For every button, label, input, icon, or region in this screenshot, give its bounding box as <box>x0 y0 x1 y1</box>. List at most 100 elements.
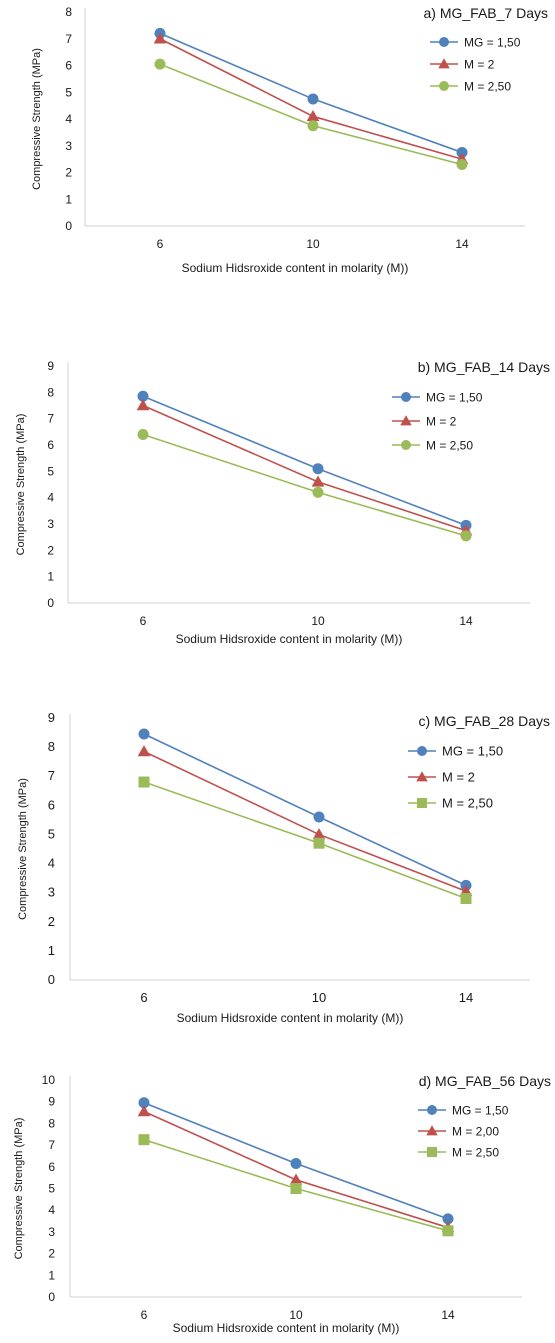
y-tick-label: 1 <box>47 570 54 584</box>
y-tick-label: 1 <box>65 192 72 206</box>
legend-label: M = 2,50 <box>442 796 493 811</box>
y-tick-label: 0 <box>48 972 55 987</box>
legend-entry: MG = 1,50 <box>392 391 483 405</box>
legend-label: M = 2,00 <box>452 1125 499 1139</box>
data-point <box>136 399 150 411</box>
y-axis-label: Compressive Strength (MPa) <box>31 48 43 190</box>
x-tick-label: 10 <box>312 990 326 1005</box>
data-point <box>307 93 319 105</box>
x-tick-label: 10 <box>306 237 320 251</box>
y-tick-label: 2 <box>48 1247 55 1261</box>
data-point <box>154 58 166 70</box>
legend-label: M = 2,50 <box>464 80 511 94</box>
legend-entry: M = 2,50 <box>430 80 511 94</box>
data-point <box>290 1158 302 1170</box>
y-tick-label: 5 <box>65 85 72 99</box>
y-tick-label: 5 <box>47 464 54 478</box>
data-point <box>460 892 472 904</box>
legend-entry: M = 2,50 <box>392 439 473 453</box>
x-axis-label: Sodium Hidsroxide content in molarity (M… <box>177 1011 404 1025</box>
series-2 <box>137 428 472 542</box>
y-tick-label: 7 <box>48 768 55 783</box>
x-tick-label: 14 <box>459 990 473 1005</box>
y-tick-label: 0 <box>65 219 72 233</box>
series-line <box>143 1110 449 1229</box>
legend-label: M = 2 <box>442 770 475 785</box>
data-point <box>137 428 149 440</box>
chart-svg: 0 1 2 3 4 5 6 7 8 9 10 6 10 14 Compressive Strength (M… <box>13 1073 551 1335</box>
y-tick-label: 9 <box>48 1095 55 1109</box>
data-point <box>456 146 468 158</box>
x-tick-label: 14 <box>459 614 473 628</box>
legend-label: MG = 1,50 <box>426 391 483 405</box>
y-tick-label: 8 <box>47 385 54 399</box>
y-tick-label: 8 <box>48 739 55 754</box>
legend-label: M = 2,50 <box>426 439 473 453</box>
data-point <box>289 1173 303 1185</box>
legend-marker <box>417 798 427 808</box>
data-point <box>138 776 150 788</box>
y-tick-label: 2 <box>47 543 54 557</box>
y-axis-label: Compressive Strength (MPa) <box>17 778 29 920</box>
chart-title: d) MG_FAB_56 Days <box>419 1073 551 1089</box>
legend-label: MG = 1,50 <box>442 744 503 759</box>
y-tick-label: 4 <box>47 491 54 505</box>
data-point <box>460 530 472 542</box>
y-tick-label: 8 <box>48 1116 55 1130</box>
series-0 <box>154 27 468 158</box>
y-tick-label: 10 <box>42 1073 56 1087</box>
data-point <box>442 1213 454 1225</box>
data-point <box>307 120 319 132</box>
legend-label: MG = 1,50 <box>464 36 521 50</box>
data-point <box>456 158 468 170</box>
x-tick-label: 6 <box>157 237 164 251</box>
y-tick-label: 0 <box>48 1290 55 1304</box>
series-line <box>143 733 467 887</box>
y-tick-label: 7 <box>48 1138 55 1152</box>
chart-panel-b: 0 1 2 3 4 5 6 7 8 9 6 10 14 Compressive Strength (MPa… <box>0 350 555 660</box>
y-tick-label: 7 <box>47 412 54 426</box>
chart-panel-c: 0 1 2 3 4 5 6 7 8 9 6 10 14 Compressive Strength (MPa… <box>0 700 555 1040</box>
legend-marker <box>439 37 449 47</box>
legend-entry: M = 2 <box>392 415 457 429</box>
data-point <box>137 745 151 757</box>
legend-marker <box>438 58 450 69</box>
y-tick-label: 3 <box>65 139 72 153</box>
data-point <box>137 1105 151 1117</box>
y-axis-label: Compressive Strength (MPa) <box>13 1118 25 1260</box>
y-tick-label: 4 <box>48 856 55 871</box>
legend-marker <box>427 1147 437 1157</box>
data-point <box>442 1225 454 1237</box>
x-axis-label: Sodium Hidsroxide content in molarity (M… <box>173 1321 400 1335</box>
y-tick-label: 6 <box>65 59 72 73</box>
legend-entry: MG = 1,50 <box>418 1104 509 1118</box>
series-2 <box>138 1134 454 1237</box>
data-point <box>312 463 324 475</box>
y-tick-label: 1 <box>48 943 55 958</box>
x-tick-label: 10 <box>289 1308 303 1322</box>
chart-svg: 0 1 2 3 4 5 6 7 8 6 10 14 Compressive Strength (MPa)… <box>31 5 548 275</box>
legend-entry: M = 2,00 <box>418 1125 499 1139</box>
x-tick-label: 6 <box>141 1308 148 1322</box>
y-tick-label: 8 <box>65 5 72 19</box>
series-0 <box>138 728 472 891</box>
series-0 <box>137 390 472 531</box>
legend-entry: M = 2 <box>408 770 475 785</box>
y-tick-label: 6 <box>48 797 55 812</box>
series-2 <box>138 776 472 904</box>
legend-marker <box>417 746 427 756</box>
chart-title: b) MG_FAB_14 Days <box>418 359 550 375</box>
y-tick-label: 7 <box>65 32 72 46</box>
legend-marker <box>401 392 411 402</box>
x-tick-label: 6 <box>140 614 147 628</box>
chart-title: c) MG_FAB_28 Days <box>419 713 551 729</box>
data-point <box>290 1183 302 1194</box>
data-point <box>138 1097 150 1109</box>
series-2 <box>154 58 468 170</box>
chart-svg: 0 1 2 3 4 5 6 7 8 9 6 10 14 Compressive Strength (MPa… <box>15 359 550 646</box>
legend-entry: M = 2,50 <box>418 1146 499 1160</box>
legend-marker <box>400 415 412 426</box>
y-tick-label: 2 <box>65 166 72 180</box>
legend-marker <box>401 440 411 450</box>
y-tick-label: 9 <box>48 710 55 725</box>
